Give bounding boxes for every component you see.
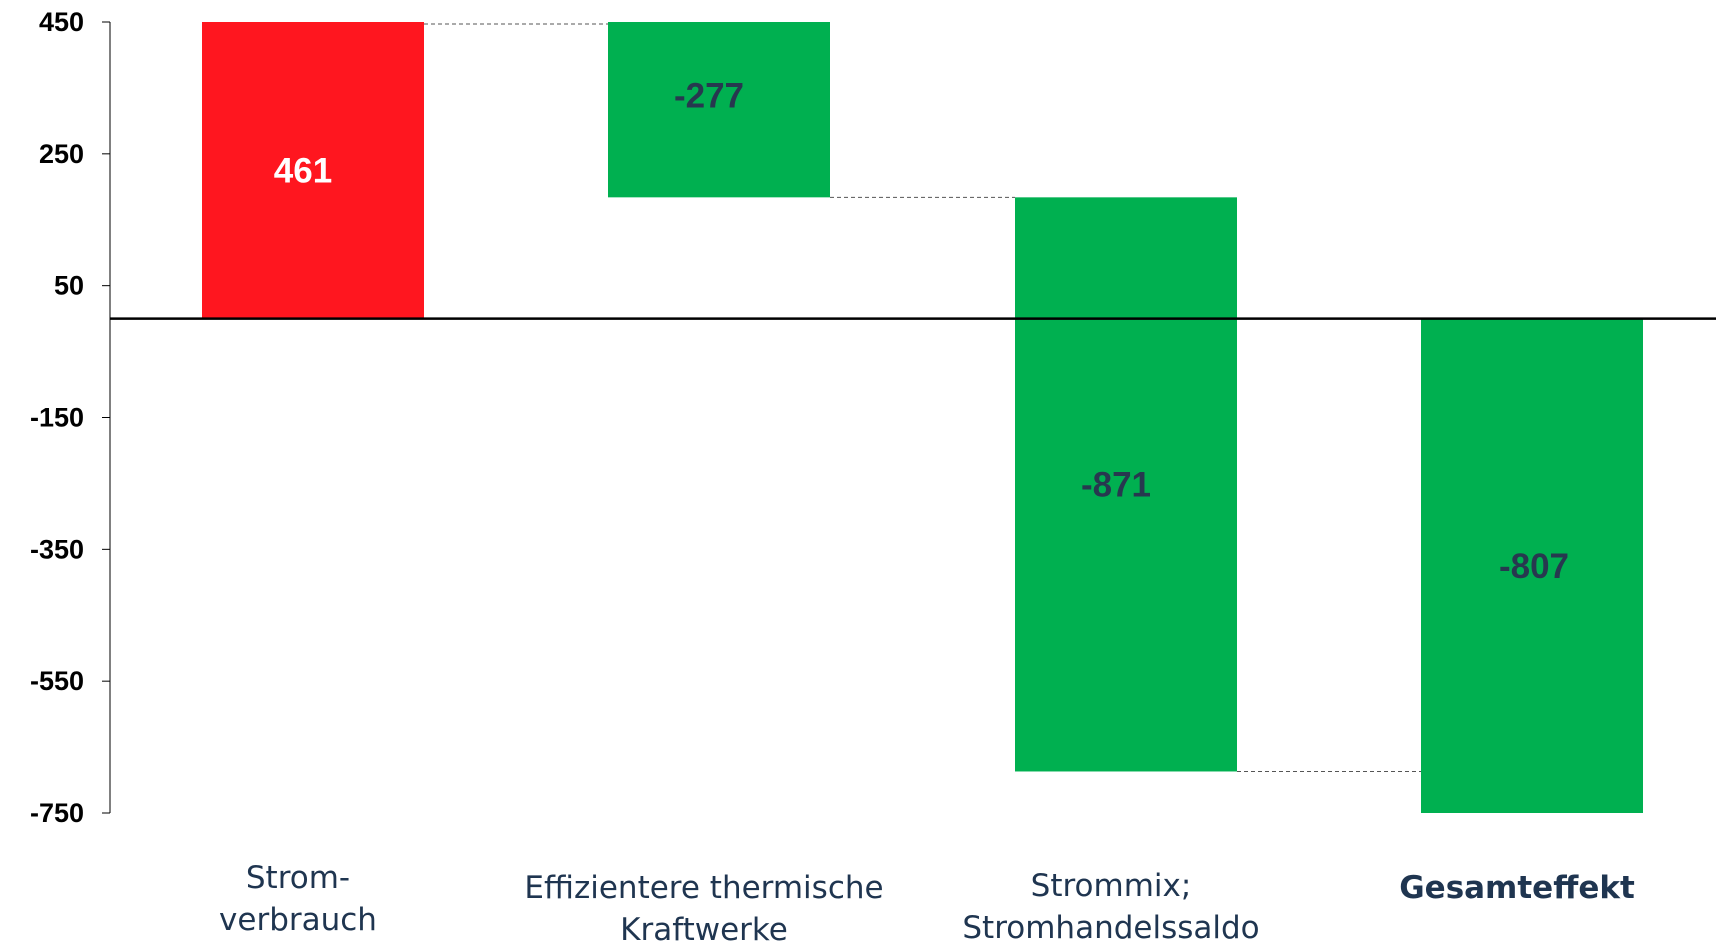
x-category-label: Effizientere thermische [524, 870, 883, 906]
bar [608, 22, 830, 198]
data-label: -277 [674, 77, 744, 116]
x-category-label: Strom- [246, 860, 350, 896]
y-tick-label: 50 [54, 271, 84, 301]
y-tick-label: -350 [30, 534, 84, 564]
bar [1421, 318, 1643, 813]
x-category-label: Gesamteffekt [1399, 870, 1635, 906]
y-tick-label: 250 [39, 139, 84, 169]
data-label: -807 [1499, 547, 1569, 586]
y-tick-label: -150 [30, 403, 84, 433]
x-category-label: verbrauch [219, 902, 377, 938]
y-tick-label: -750 [30, 798, 84, 828]
bar [1015, 197, 1237, 772]
y-tick-label: -550 [30, 666, 84, 696]
x-category-label: Stromhandelssaldo [962, 910, 1259, 946]
bar [202, 22, 424, 319]
y-tick-label: 450 [39, 7, 84, 37]
data-label: -871 [1081, 465, 1151, 504]
data-label: 461 [274, 151, 332, 190]
x-category-label: Strommix; [1031, 868, 1192, 904]
x-category-label: Kraftwerke [620, 912, 788, 947]
